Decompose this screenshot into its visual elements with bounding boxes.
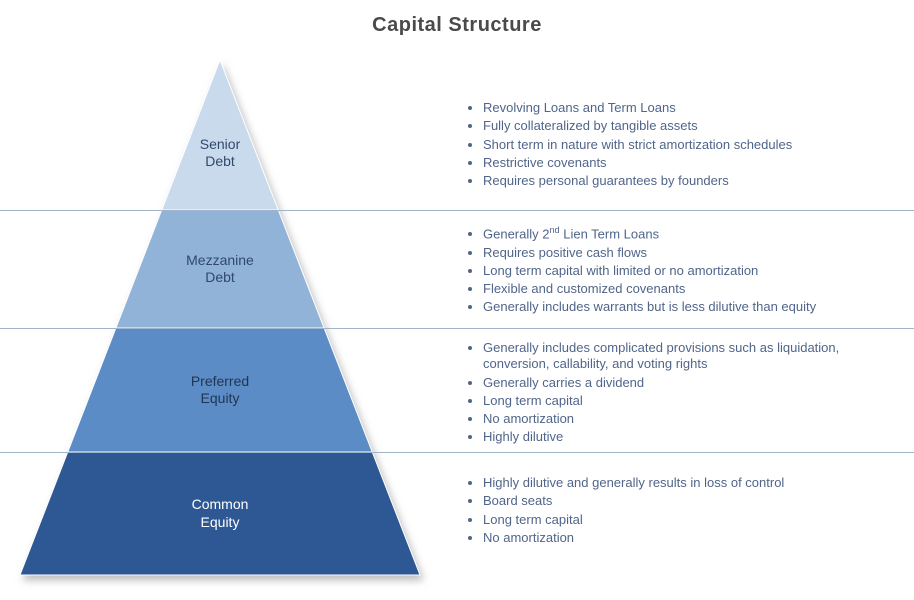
note-item: Board seats bbox=[483, 493, 885, 509]
note-item: Requires personal guarantees by founders bbox=[483, 173, 885, 189]
note-item: Long term capital with limited or no amo… bbox=[483, 263, 885, 279]
note-item: Generally carries a dividend bbox=[483, 375, 885, 391]
note-item: Short term in nature with strict amortiz… bbox=[483, 137, 885, 153]
note-item: Generally includes complicated provision… bbox=[483, 340, 885, 373]
note-item: Long term capital bbox=[483, 512, 885, 528]
band-notes-senior-debt: Revolving Loans and Term Loans Fully coll… bbox=[465, 100, 885, 191]
note-item: Highly dilutive bbox=[483, 429, 885, 445]
band-label-preferred-equity: Preferred Equity bbox=[140, 373, 300, 408]
band-label-line: Mezzanine bbox=[186, 252, 254, 268]
band-label-line: Debt bbox=[205, 269, 235, 285]
band-label-line: Preferred bbox=[191, 373, 249, 389]
band-notes-preferred-equity: Generally includes complicated provision… bbox=[465, 340, 885, 448]
note-item: Generally includes warrants but is less … bbox=[483, 299, 885, 315]
band-notes-mezzanine-debt: Generally 2nd Lien Term Loans Requires po… bbox=[465, 225, 885, 318]
note-item: No amortization bbox=[483, 411, 885, 427]
band-label-line: Debt bbox=[205, 153, 235, 169]
band-separator bbox=[0, 210, 914, 211]
band-label-line: Equity bbox=[201, 514, 240, 530]
note-item: Fully collateralized by tangible assets bbox=[483, 118, 885, 134]
note-item: Highly dilutive and generally results in… bbox=[483, 475, 885, 491]
note-item: Revolving Loans and Term Loans bbox=[483, 100, 885, 116]
band-separator bbox=[0, 452, 914, 453]
band-label-common-equity: Common Equity bbox=[140, 496, 300, 531]
note-item: Long term capital bbox=[483, 393, 885, 409]
note-item: Generally 2nd Lien Term Loans bbox=[483, 225, 885, 243]
band-label-line: Equity bbox=[201, 390, 240, 406]
band-label-line: Common bbox=[192, 496, 249, 512]
band-label-line: Senior bbox=[200, 136, 240, 152]
band-label-mezzanine-debt: Mezzanine Debt bbox=[140, 252, 300, 287]
note-item: No amortization bbox=[483, 530, 885, 546]
note-item: Restrictive covenants bbox=[483, 155, 885, 171]
band-label-senior-debt: Senior Debt bbox=[140, 136, 300, 171]
note-item: Flexible and customized covenants bbox=[483, 281, 885, 297]
band-notes-common-equity: Highly dilutive and generally results in… bbox=[465, 475, 885, 548]
band-separator bbox=[0, 328, 914, 329]
note-item: Requires positive cash flows bbox=[483, 245, 885, 261]
